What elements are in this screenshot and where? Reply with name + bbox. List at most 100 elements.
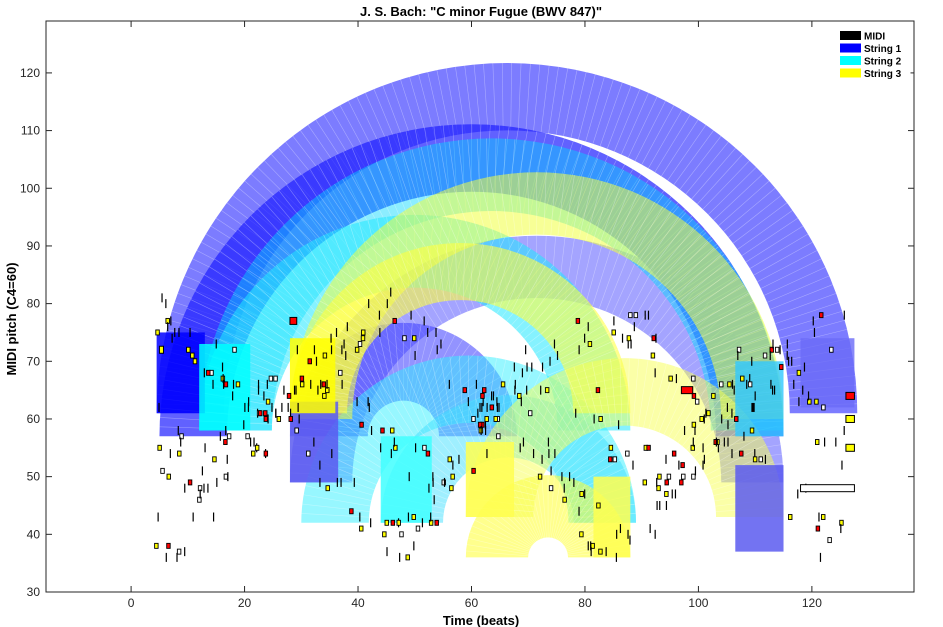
arc-segment <box>487 435 547 471</box>
note <box>402 335 407 342</box>
arc-segment <box>371 386 412 442</box>
note <box>786 351 788 361</box>
note <box>843 426 845 436</box>
y-tick-label: 80 <box>27 297 41 311</box>
note <box>166 542 171 549</box>
note <box>496 402 498 412</box>
note <box>330 345 333 355</box>
arc-segment <box>435 193 462 251</box>
note <box>650 352 656 359</box>
arc-segment <box>237 306 298 349</box>
note <box>621 333 624 343</box>
arc-segment <box>578 242 594 303</box>
note <box>349 508 354 515</box>
y-tick-label: 110 <box>21 124 40 138</box>
note <box>584 489 586 499</box>
note <box>824 437 826 447</box>
arc-segment <box>549 475 555 538</box>
note <box>165 552 167 562</box>
arc-segment <box>232 314 295 354</box>
note <box>727 381 732 388</box>
arc-segment <box>578 74 596 140</box>
arc-segment <box>548 66 559 134</box>
note <box>656 500 658 510</box>
note <box>415 443 417 453</box>
note <box>579 531 584 538</box>
note <box>263 450 269 457</box>
arc-segment <box>531 281 569 327</box>
arc-segment <box>360 144 386 208</box>
note <box>520 397 522 407</box>
arc-segment <box>271 196 316 249</box>
note <box>276 416 282 422</box>
note <box>717 443 719 453</box>
note <box>232 346 237 353</box>
note <box>201 466 204 476</box>
note <box>287 402 289 412</box>
note <box>232 391 234 401</box>
note <box>752 402 754 412</box>
arc-segment <box>404 368 431 431</box>
arc-segment <box>309 169 346 228</box>
note <box>694 398 700 405</box>
note <box>298 414 300 424</box>
note <box>407 512 410 522</box>
legend-label-0: MIDI <box>864 32 885 43</box>
arc-segment <box>592 79 614 144</box>
arc-segment <box>550 476 562 538</box>
note <box>299 381 305 388</box>
note <box>514 385 516 395</box>
note <box>531 362 533 372</box>
y-tick-label: 60 <box>27 412 41 426</box>
arc-segment <box>499 253 521 308</box>
note <box>674 489 677 499</box>
arc-segment <box>605 189 630 248</box>
note <box>629 535 631 545</box>
note <box>294 427 299 434</box>
arc-segment <box>637 359 649 427</box>
arc-segment <box>707 326 766 351</box>
arc-segment <box>344 287 384 331</box>
note <box>338 369 343 376</box>
legend-label-1: String 1 <box>864 44 902 55</box>
note <box>408 472 410 482</box>
arc-string3-9 <box>289 243 631 414</box>
note <box>486 449 488 459</box>
note <box>681 473 686 480</box>
note-highlight <box>289 316 298 325</box>
arc-segment <box>559 490 597 542</box>
note <box>319 460 321 470</box>
x-tick-label: 20 <box>238 596 252 610</box>
note <box>702 460 704 470</box>
plot-content <box>154 62 858 562</box>
arc-segment <box>563 69 578 137</box>
note <box>723 437 725 447</box>
arc-segment <box>477 514 532 548</box>
arc-segment <box>757 250 818 283</box>
note <box>644 310 646 320</box>
note <box>625 450 630 457</box>
note <box>271 402 273 412</box>
note <box>413 541 415 551</box>
y-tick-label: 90 <box>27 239 41 253</box>
arc-segment <box>351 281 389 327</box>
note <box>414 351 416 361</box>
note <box>251 450 256 457</box>
note <box>680 462 685 469</box>
note <box>174 327 176 337</box>
note <box>471 467 476 474</box>
arc-segment <box>366 270 399 319</box>
note <box>821 404 826 411</box>
note <box>310 379 312 389</box>
note <box>190 352 195 359</box>
note <box>212 512 215 522</box>
note <box>192 358 198 365</box>
arc-segment <box>749 233 809 269</box>
note <box>754 391 756 401</box>
note <box>812 316 814 326</box>
note <box>605 547 607 557</box>
note <box>752 456 758 463</box>
arc-segment <box>445 68 459 135</box>
arc-segment <box>334 155 365 217</box>
arc-segment <box>685 141 729 195</box>
